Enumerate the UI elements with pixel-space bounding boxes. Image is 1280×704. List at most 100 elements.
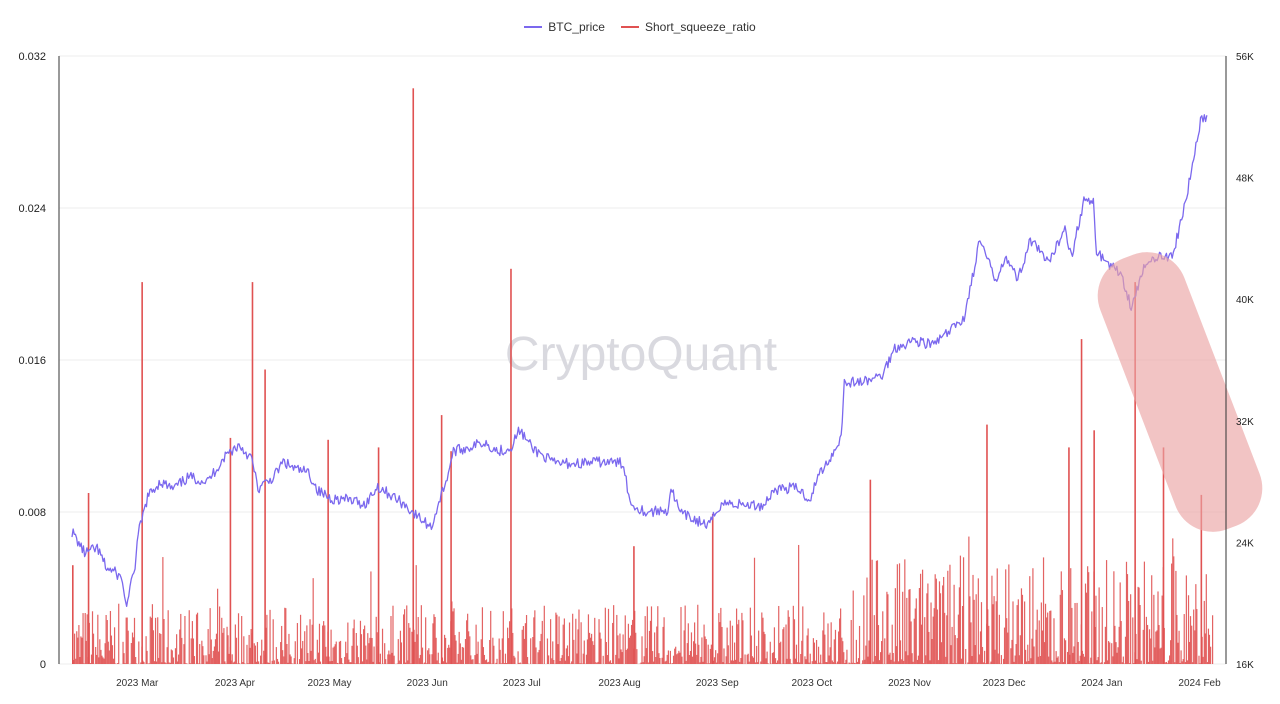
ratio-bar [799, 662, 801, 664]
ratio-bar [993, 596, 995, 664]
ratio-bar [253, 643, 255, 664]
ratio-bar [1137, 586, 1139, 664]
ratio-bar [636, 649, 638, 664]
ratio-bar [1033, 646, 1035, 664]
ratio-bar [263, 650, 265, 664]
ratio-bar [518, 662, 520, 664]
ratio-bar [1047, 612, 1049, 664]
ratio-bar [695, 643, 697, 664]
ratio-bar [1171, 563, 1173, 664]
ratio-bar [489, 639, 491, 664]
ratio-bar [858, 625, 861, 664]
ratio-bar [947, 570, 949, 664]
ratio-bar [191, 621, 193, 664]
ratio-bar [951, 626, 953, 664]
legend-item-short-squeeze-ratio[interactable]: Short_squeeze_ratio [620, 20, 756, 34]
ratio-bar [902, 591, 904, 664]
legend-item-btc-price[interactable]: BTC_price [524, 20, 605, 34]
ratio-bar [385, 659, 387, 664]
ratio-bar [874, 655, 876, 664]
ratio-bar [681, 656, 683, 664]
ratio-bar [288, 633, 290, 664]
ratio-bar [831, 660, 833, 664]
ratio-bar [1188, 641, 1191, 664]
ratio-bar [776, 660, 779, 664]
ratio-bar [851, 662, 853, 664]
ratio-bar [1090, 657, 1092, 664]
ratio-bar [406, 605, 408, 664]
ratio-bar [1048, 656, 1050, 664]
ratio-bar [618, 658, 620, 664]
ratio-bar [1005, 569, 1007, 664]
ratio-bar [866, 577, 868, 664]
ratio-bar [609, 660, 612, 664]
x-axis-tick-label: 2023 Mar [116, 678, 159, 689]
ratio-bar [839, 618, 841, 664]
ratio-bar [530, 638, 532, 664]
ratio-bar [1199, 663, 1201, 664]
ratio-bar [830, 622, 832, 664]
ratio-bar [298, 659, 301, 664]
ratio-bar [309, 619, 311, 664]
ratio-bar [666, 654, 668, 664]
ratio-bar [908, 589, 910, 664]
ratio-bar [641, 636, 643, 664]
ratio-bar [266, 614, 268, 664]
ratio-bar [1024, 601, 1026, 664]
ratio-bar [125, 617, 127, 664]
ratio-bar [1208, 634, 1211, 664]
ratio-bar [101, 655, 103, 664]
ratio-bar [302, 641, 304, 664]
ratio-bar [1117, 647, 1119, 664]
ratio-bar [352, 628, 354, 664]
ratio-bar [227, 635, 229, 664]
ratio-bar [184, 615, 186, 664]
ratio-bar [911, 653, 913, 664]
ratio-bar [600, 638, 602, 664]
ratio-bar [105, 615, 107, 664]
ratio-bar [162, 557, 164, 664]
ratio-bar [968, 536, 970, 664]
ratio-bar [750, 635, 752, 664]
ratio-bar [729, 620, 731, 664]
ratio-bar [188, 610, 190, 664]
ratio-bar [537, 652, 539, 664]
watermark-text: CryptoQuant [505, 328, 777, 381]
ratio-bar [987, 609, 989, 664]
ratio-bar [517, 651, 519, 664]
ratio-bar [678, 650, 680, 664]
ratio-bar [731, 625, 734, 664]
ratio-bar [268, 663, 270, 664]
ratio-bar [644, 616, 646, 664]
ratio-bar [758, 630, 760, 664]
ratio-bar [417, 617, 419, 664]
ratio-bar [381, 628, 384, 664]
ratio-bar [712, 660, 715, 664]
ratio-bar [1140, 660, 1142, 664]
ratio-bar [778, 605, 780, 664]
ratio-bar [1109, 642, 1111, 664]
ratio-bar [1012, 601, 1014, 664]
ratio-bar [592, 641, 594, 664]
ratio-bar [1185, 575, 1187, 664]
ratio-bar [944, 612, 946, 664]
ratio-bar [594, 617, 596, 664]
ratio-bar [449, 647, 451, 664]
ratio-bar [1087, 566, 1089, 664]
ratio-bar [285, 608, 287, 664]
ratio-bar [1195, 584, 1197, 664]
ratio-peak-bar [264, 369, 266, 664]
ratio-bar [280, 642, 282, 664]
ratio-bar [475, 624, 477, 664]
ratio-bar [221, 617, 223, 664]
ratio-bar [277, 661, 280, 664]
chart-legend: BTC_price Short_squeeze_ratio [0, 20, 1280, 34]
ratio-peak-bar [1068, 447, 1070, 664]
ratio-bar [579, 663, 581, 664]
ratio-bar [1119, 582, 1121, 664]
ratio-bar [886, 591, 888, 664]
highlight-band [1097, 252, 1263, 532]
ratio-bar [809, 653, 811, 664]
ratio-bar [1078, 661, 1080, 664]
ratio-bar [340, 658, 343, 664]
